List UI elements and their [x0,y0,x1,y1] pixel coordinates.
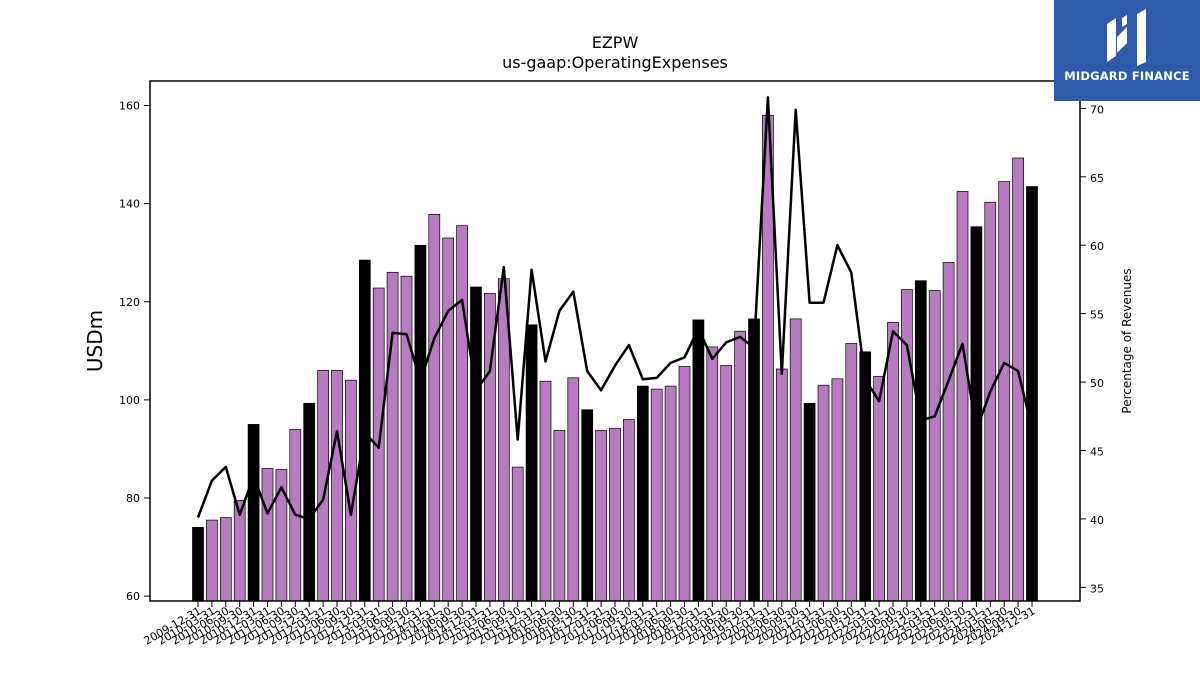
midgard-logo-icon [1107,9,1146,66]
y2-tick-label: 65 [1090,172,1104,185]
y-tick-label: 60 [126,590,140,603]
bar [998,181,1011,602]
y2-tick-label: 35 [1090,582,1104,595]
bar [720,365,733,602]
brand-logo-text: MIDGARD FINANCE [1064,69,1190,83]
bar [1026,186,1038,602]
y2-tick-label: 50 [1090,377,1104,390]
bar [901,289,913,602]
chart-title: EZPW [592,33,639,52]
bar [331,370,343,602]
bar [456,225,468,602]
y-axis-label: USDm [83,310,107,372]
x-axis: 2009-12-312010-03-312010-06-302010-09-30… [142,601,1038,648]
bar [609,427,621,602]
y-tick-label: 160 [119,100,140,113]
bar [956,191,969,602]
series-line [196,96,1034,521]
y2-tick-label: 40 [1090,514,1104,527]
bar [664,385,677,602]
y-tick-label: 120 [119,296,140,309]
bar [928,290,941,602]
bar [706,346,719,602]
y2-axis-label: Percentage of Revenues [1120,268,1134,413]
bar [650,388,663,602]
bar [567,377,580,602]
bar [414,244,427,602]
y-tick-label: 80 [126,492,140,505]
bar [873,375,885,602]
bar [595,429,607,602]
bar [400,275,413,602]
bar [678,366,691,602]
y-tick-label: 100 [119,394,140,407]
bar [775,368,788,602]
bar-group [192,114,1038,602]
bar [789,318,802,602]
brand-logo: MIDGARD FINANCE [1054,0,1200,101]
bar [942,262,955,602]
bar [1012,157,1024,602]
bar [470,286,482,602]
bar [845,343,858,602]
bar [859,351,872,602]
bar [219,517,232,602]
y2-tick-label: 60 [1090,240,1104,253]
y2-axis: 35 40 45 50 55 60 65 70 [1080,103,1104,595]
bar [803,402,816,602]
bar [539,380,552,602]
bar [581,409,594,602]
y2-tick-label: 70 [1090,103,1104,116]
bar [914,280,927,602]
bar [817,384,830,602]
bar [247,424,260,602]
bar [734,330,746,602]
y2-tick-label: 45 [1090,445,1104,458]
bar [887,322,899,602]
chart-subtitle: us-gaap:OperatingExpenses [502,53,728,72]
y-axis: 60 80 100 120 140 160 [119,100,150,603]
y2-tick-label: 55 [1090,309,1104,322]
bar [636,385,649,602]
bar [386,271,399,602]
bar [358,259,371,602]
bar [261,468,274,602]
bar [192,527,204,602]
bar [206,519,218,602]
bar [511,466,524,602]
bar [748,318,760,602]
bar [303,402,316,602]
bar [692,319,705,602]
bar [623,419,635,602]
line-group [196,96,1034,521]
bar [831,378,844,602]
bar [442,237,455,602]
y-tick-label: 140 [119,198,140,211]
bar [525,324,538,602]
bar [553,429,566,602]
bar [428,214,441,602]
